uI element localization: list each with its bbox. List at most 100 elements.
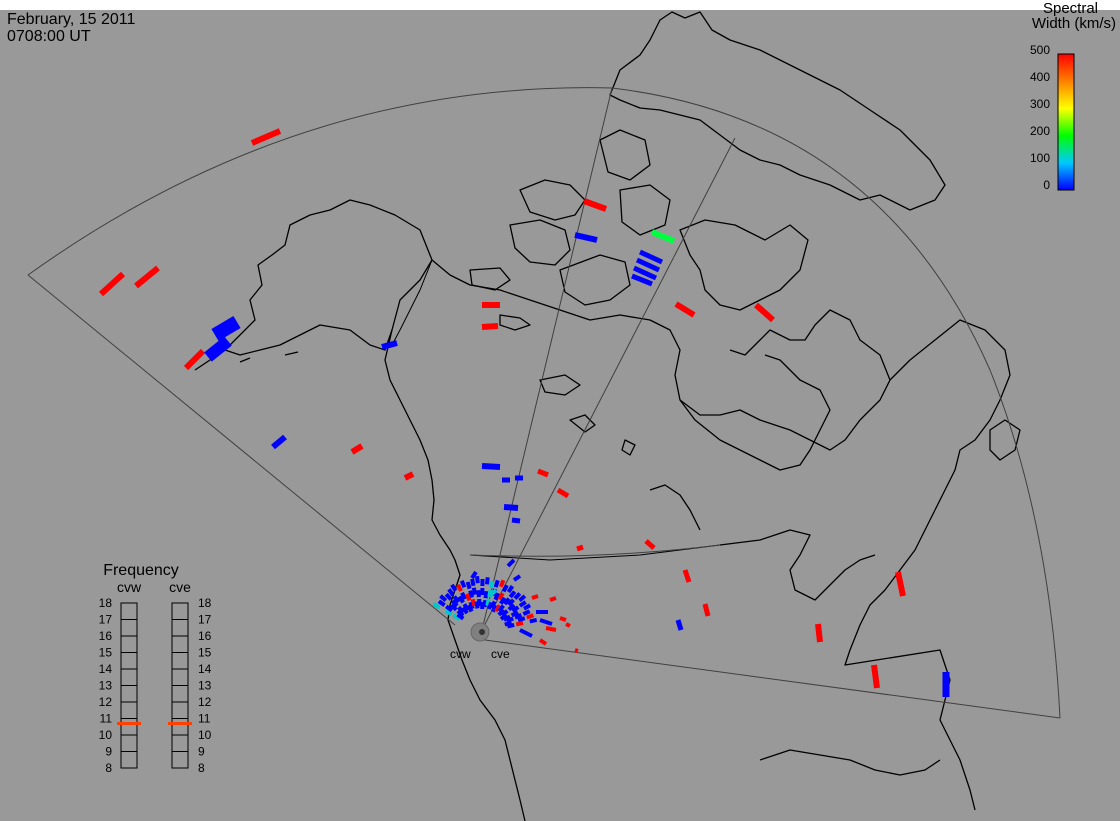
frequency-scale-label: 13 (99, 679, 113, 693)
colorbar-tick-label: 0 (1043, 178, 1050, 192)
echo-near-range (497, 592, 505, 601)
echo-near-range (518, 594, 527, 603)
frequency-scale-label: 13 (198, 679, 212, 693)
echo-near-range (500, 609, 509, 617)
echo-near-range (474, 601, 480, 609)
echo-near-range (444, 609, 453, 617)
echo-segment (650, 229, 676, 244)
hudson-bay (679, 354, 831, 471)
echo-near-range (445, 604, 454, 613)
echo-segment (674, 301, 696, 318)
frequency-scale-label: 14 (99, 662, 113, 676)
frequency-scale-label: 18 (99, 596, 113, 610)
echo-near-range (457, 605, 465, 614)
arctic-island-1 (519, 179, 586, 221)
echo-near-range (470, 578, 476, 587)
echo-near-range (506, 558, 516, 568)
echo-near-range (511, 605, 520, 613)
echo-near-range (505, 616, 515, 624)
echo-near-range (476, 590, 481, 598)
echo-near-range (452, 595, 461, 604)
echo-segment (350, 443, 364, 455)
echo-segment (754, 302, 775, 323)
frequency-scale-label: 16 (198, 629, 212, 643)
echo-segment (98, 271, 126, 297)
borders (391, 259, 721, 561)
alaska-coast (224, 199, 433, 356)
echo-near-range (545, 626, 557, 632)
gulf-coast (759, 749, 941, 776)
colorbar-title-line1: Spectral (1043, 0, 1098, 17)
frequency-cell (120, 751, 138, 769)
frequency-scale-label: 9 (105, 745, 112, 759)
echo-near-range (517, 616, 526, 623)
spectral-width-colorbar: Spectral Width (km/s) 500 400 300 200 100 0 (1030, 0, 1116, 192)
arctic-island-4 (599, 129, 651, 181)
site-label-cve: cve (491, 647, 510, 661)
frequency-scale-label: 12 (99, 695, 113, 709)
frequency-scale-label: 12 (198, 695, 212, 709)
echo-near-range (487, 601, 494, 610)
echo-near-range (465, 593, 472, 602)
echo-near-range (523, 603, 532, 611)
echo-near-range (506, 584, 515, 594)
echo-segment (574, 232, 598, 243)
echo-segment (576, 544, 584, 552)
freq-radar-name-cve: cve (169, 579, 191, 595)
frequency-scale-label: 15 (198, 646, 212, 660)
echo-near-range (506, 622, 515, 629)
echo-near-range (444, 592, 453, 601)
echo-near-range (565, 622, 571, 628)
echo-near-range (477, 598, 482, 607)
inland-lake-3 (569, 414, 596, 433)
frequency-scale-label: 14 (198, 662, 212, 676)
frequency-scale-label: 17 (198, 613, 212, 627)
echo-near-range (456, 583, 463, 592)
great-lakes (649, 484, 876, 601)
frequency-scale-label: 11 (100, 712, 113, 726)
echo-near-range (498, 579, 506, 588)
frequency-scale-label: 9 (198, 745, 205, 759)
echo-near-range (507, 598, 515, 607)
echo-near-range (519, 628, 533, 638)
echo-near-range (499, 596, 507, 605)
echo-near-range (491, 604, 498, 613)
frequency-scale-label: 18 (198, 596, 212, 610)
echo-segment (537, 468, 549, 478)
alaska-canada-border (391, 259, 433, 346)
echo-near-range (497, 604, 505, 613)
echo-near-range (482, 599, 488, 608)
colorbar-ticks: 500 400 300 200 100 0 (1030, 43, 1050, 192)
echo-near-range (522, 609, 531, 616)
echo-near-range (501, 584, 509, 593)
echo-near-range (452, 613, 461, 621)
echo-near-range (447, 588, 455, 597)
inland-lake-4 (621, 439, 636, 456)
echo-segment (895, 571, 906, 597)
echo-near-range (470, 598, 477, 607)
echo-near-range (462, 603, 470, 612)
frequency-scale-label: 8 (105, 761, 112, 775)
echo-near-range (485, 577, 490, 585)
echo-near-range (504, 620, 513, 627)
echo-near-range (518, 600, 527, 608)
radar-site-marker (479, 629, 485, 635)
echo-segment (582, 198, 608, 212)
echo-near-range (461, 606, 469, 615)
arctic-island-3 (559, 254, 631, 306)
fov-outer-arc (27, 87, 1061, 719)
canada-north-coast (431, 259, 891, 451)
echo-segment (271, 434, 287, 450)
echo-near-range (494, 604, 502, 613)
echo-near-range (507, 603, 516, 612)
echo-near-range (450, 599, 459, 608)
coastlines (194, 11, 1021, 821)
fov-beam-1 (481, 87, 613, 631)
echo-segment (682, 569, 692, 583)
echo-near-range (529, 617, 538, 624)
echo-near-range (539, 618, 553, 626)
echo-near-range (538, 638, 548, 646)
echo-segment (204, 336, 232, 362)
echo-segment (871, 664, 880, 689)
